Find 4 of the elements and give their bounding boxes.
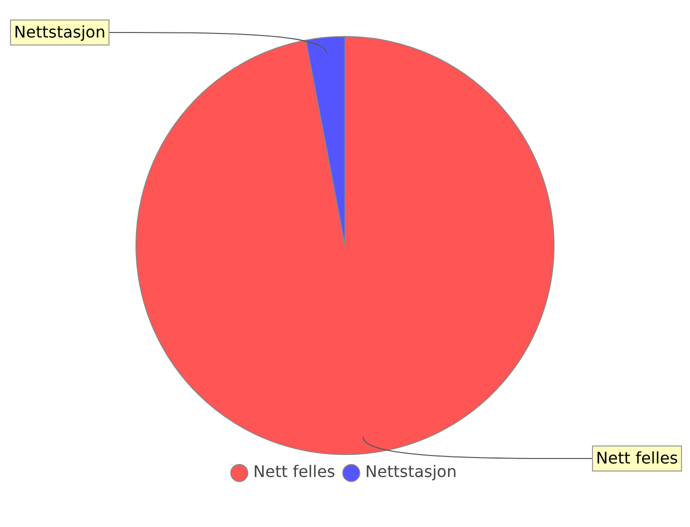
legend-label: Nett felles — [253, 462, 336, 482]
slice-label: Nettstasjon — [14, 22, 106, 42]
slice-label: Nett felles — [596, 448, 678, 468]
legend-label: Nettstasjon — [365, 462, 457, 482]
